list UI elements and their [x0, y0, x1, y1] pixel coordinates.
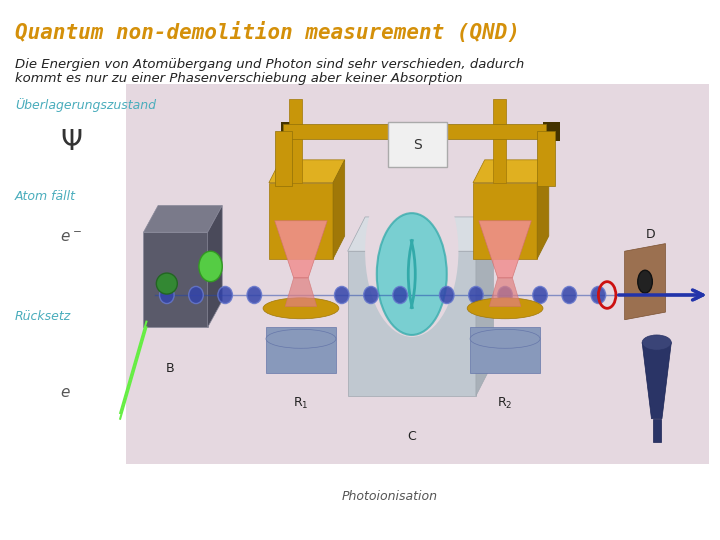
Bar: [275, 131, 292, 186]
Bar: [492, 99, 505, 183]
Text: $\Psi$: $\Psi$: [60, 128, 82, 156]
Bar: [126, 84, 709, 464]
Polygon shape: [473, 160, 549, 183]
Polygon shape: [143, 206, 222, 232]
Polygon shape: [642, 342, 671, 418]
Text: Quantum non-demolition measurement (QND): Quantum non-demolition measurement (QND): [15, 22, 520, 43]
Polygon shape: [490, 278, 521, 306]
Bar: [143, 232, 207, 327]
Ellipse shape: [533, 286, 547, 303]
Ellipse shape: [439, 286, 454, 303]
Ellipse shape: [199, 251, 222, 282]
Bar: [269, 183, 333, 259]
Ellipse shape: [562, 286, 577, 303]
Ellipse shape: [591, 286, 606, 303]
Ellipse shape: [469, 286, 483, 303]
Ellipse shape: [470, 329, 540, 348]
Ellipse shape: [377, 213, 446, 335]
Text: $e$: $e$: [60, 385, 71, 400]
Ellipse shape: [364, 286, 378, 303]
Bar: [470, 327, 540, 373]
Polygon shape: [625, 244, 665, 320]
Bar: [281, 122, 298, 141]
Polygon shape: [333, 160, 345, 259]
Text: kommt es nur zu einer Phasenverschiebung aber keiner Absorption: kommt es nur zu einer Phasenverschiebung…: [15, 72, 462, 85]
Text: Überlagerungszustand: Überlagerungszustand: [15, 98, 156, 112]
Polygon shape: [537, 160, 549, 259]
Polygon shape: [476, 217, 493, 396]
Ellipse shape: [247, 286, 261, 303]
Ellipse shape: [335, 286, 349, 303]
Ellipse shape: [218, 286, 233, 303]
Ellipse shape: [266, 329, 336, 348]
Ellipse shape: [467, 298, 543, 319]
Ellipse shape: [642, 335, 671, 350]
Text: D: D: [646, 228, 656, 241]
Bar: [266, 327, 336, 373]
Polygon shape: [285, 278, 317, 306]
Text: R$_2$: R$_2$: [498, 396, 513, 411]
Ellipse shape: [365, 166, 459, 337]
Ellipse shape: [393, 286, 408, 303]
Text: Rücksetz: Rücksetz: [15, 310, 71, 323]
Text: C: C: [408, 430, 416, 443]
Ellipse shape: [638, 270, 652, 293]
Text: B: B: [166, 362, 174, 375]
Circle shape: [156, 273, 177, 294]
Ellipse shape: [263, 298, 339, 319]
Text: $e^-$: $e^-$: [60, 230, 82, 245]
Text: Atom fällt: Atom fällt: [15, 190, 76, 203]
Polygon shape: [479, 221, 531, 278]
Text: Photoionisation: Photoionisation: [342, 490, 438, 503]
Polygon shape: [207, 206, 222, 327]
FancyBboxPatch shape: [388, 122, 447, 167]
Polygon shape: [348, 217, 493, 251]
Text: S: S: [413, 138, 422, 152]
Bar: [446, 124, 546, 139]
Bar: [348, 251, 476, 396]
Text: R$_1$: R$_1$: [293, 396, 309, 411]
Ellipse shape: [498, 286, 513, 303]
Polygon shape: [275, 221, 327, 278]
Bar: [289, 99, 302, 183]
Ellipse shape: [160, 286, 174, 303]
Polygon shape: [269, 160, 345, 183]
Bar: [543, 122, 560, 141]
Bar: [537, 131, 554, 186]
Ellipse shape: [189, 286, 203, 303]
Bar: [652, 418, 661, 442]
Bar: [473, 183, 537, 259]
Bar: [284, 124, 389, 139]
Text: Die Energien von Atomübergang und Photon sind sehr verschieden, dadurch: Die Energien von Atomübergang und Photon…: [15, 58, 524, 71]
